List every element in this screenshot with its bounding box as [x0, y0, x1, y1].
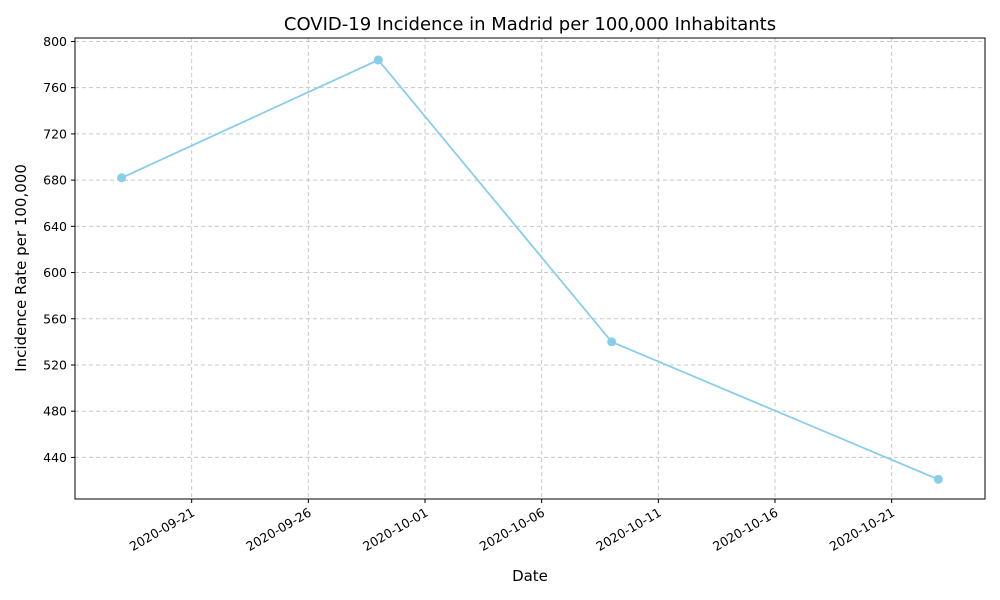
plot-frame	[74, 37, 986, 500]
x-tick-label: 2020-10-16	[710, 505, 780, 554]
y-tick-label: 640	[43, 219, 67, 234]
y-tick-label: 440	[43, 450, 67, 465]
x-tick-label: 2020-09-21	[127, 505, 197, 554]
series-line	[121, 58, 939, 481]
x-tick-label: 2020-10-06	[477, 505, 547, 554]
x-tick-label: 2020-10-01	[360, 505, 430, 554]
y-tick-label: 560	[43, 311, 67, 326]
data-point	[607, 337, 617, 347]
x-axis: 2020-09-21 2020-09-26 2020-10-01 2020-10-06…	[127, 499, 897, 554]
chart-title: COVID-19 Incidence in Madrid per 100,000…	[284, 14, 776, 35]
series	[117, 55, 943, 484]
data-point	[933, 474, 943, 484]
y-tick-label: 800	[43, 34, 67, 49]
y-tick-label: 720	[43, 126, 67, 141]
y-tick-label: 680	[43, 173, 67, 188]
data-point	[117, 173, 127, 183]
y-tick-label: 760	[43, 80, 67, 95]
grid	[75, 38, 985, 499]
y-tick-label: 600	[43, 265, 67, 280]
x-tick-label: 2020-10-11	[593, 505, 663, 554]
y-tick-label: 520	[43, 357, 67, 372]
x-tick-label: 2020-09-26	[243, 505, 313, 554]
x-tick-label: 2020-10-21	[827, 505, 897, 554]
data-point	[373, 55, 383, 65]
x-axis-label: Date	[512, 567, 548, 585]
y-axis-label: Incidence Rate per 100,000	[12, 164, 30, 372]
y-tick-label: 480	[43, 404, 67, 419]
y-axis: 440 480 520 560 600 640 680 720 760 800	[43, 34, 75, 465]
